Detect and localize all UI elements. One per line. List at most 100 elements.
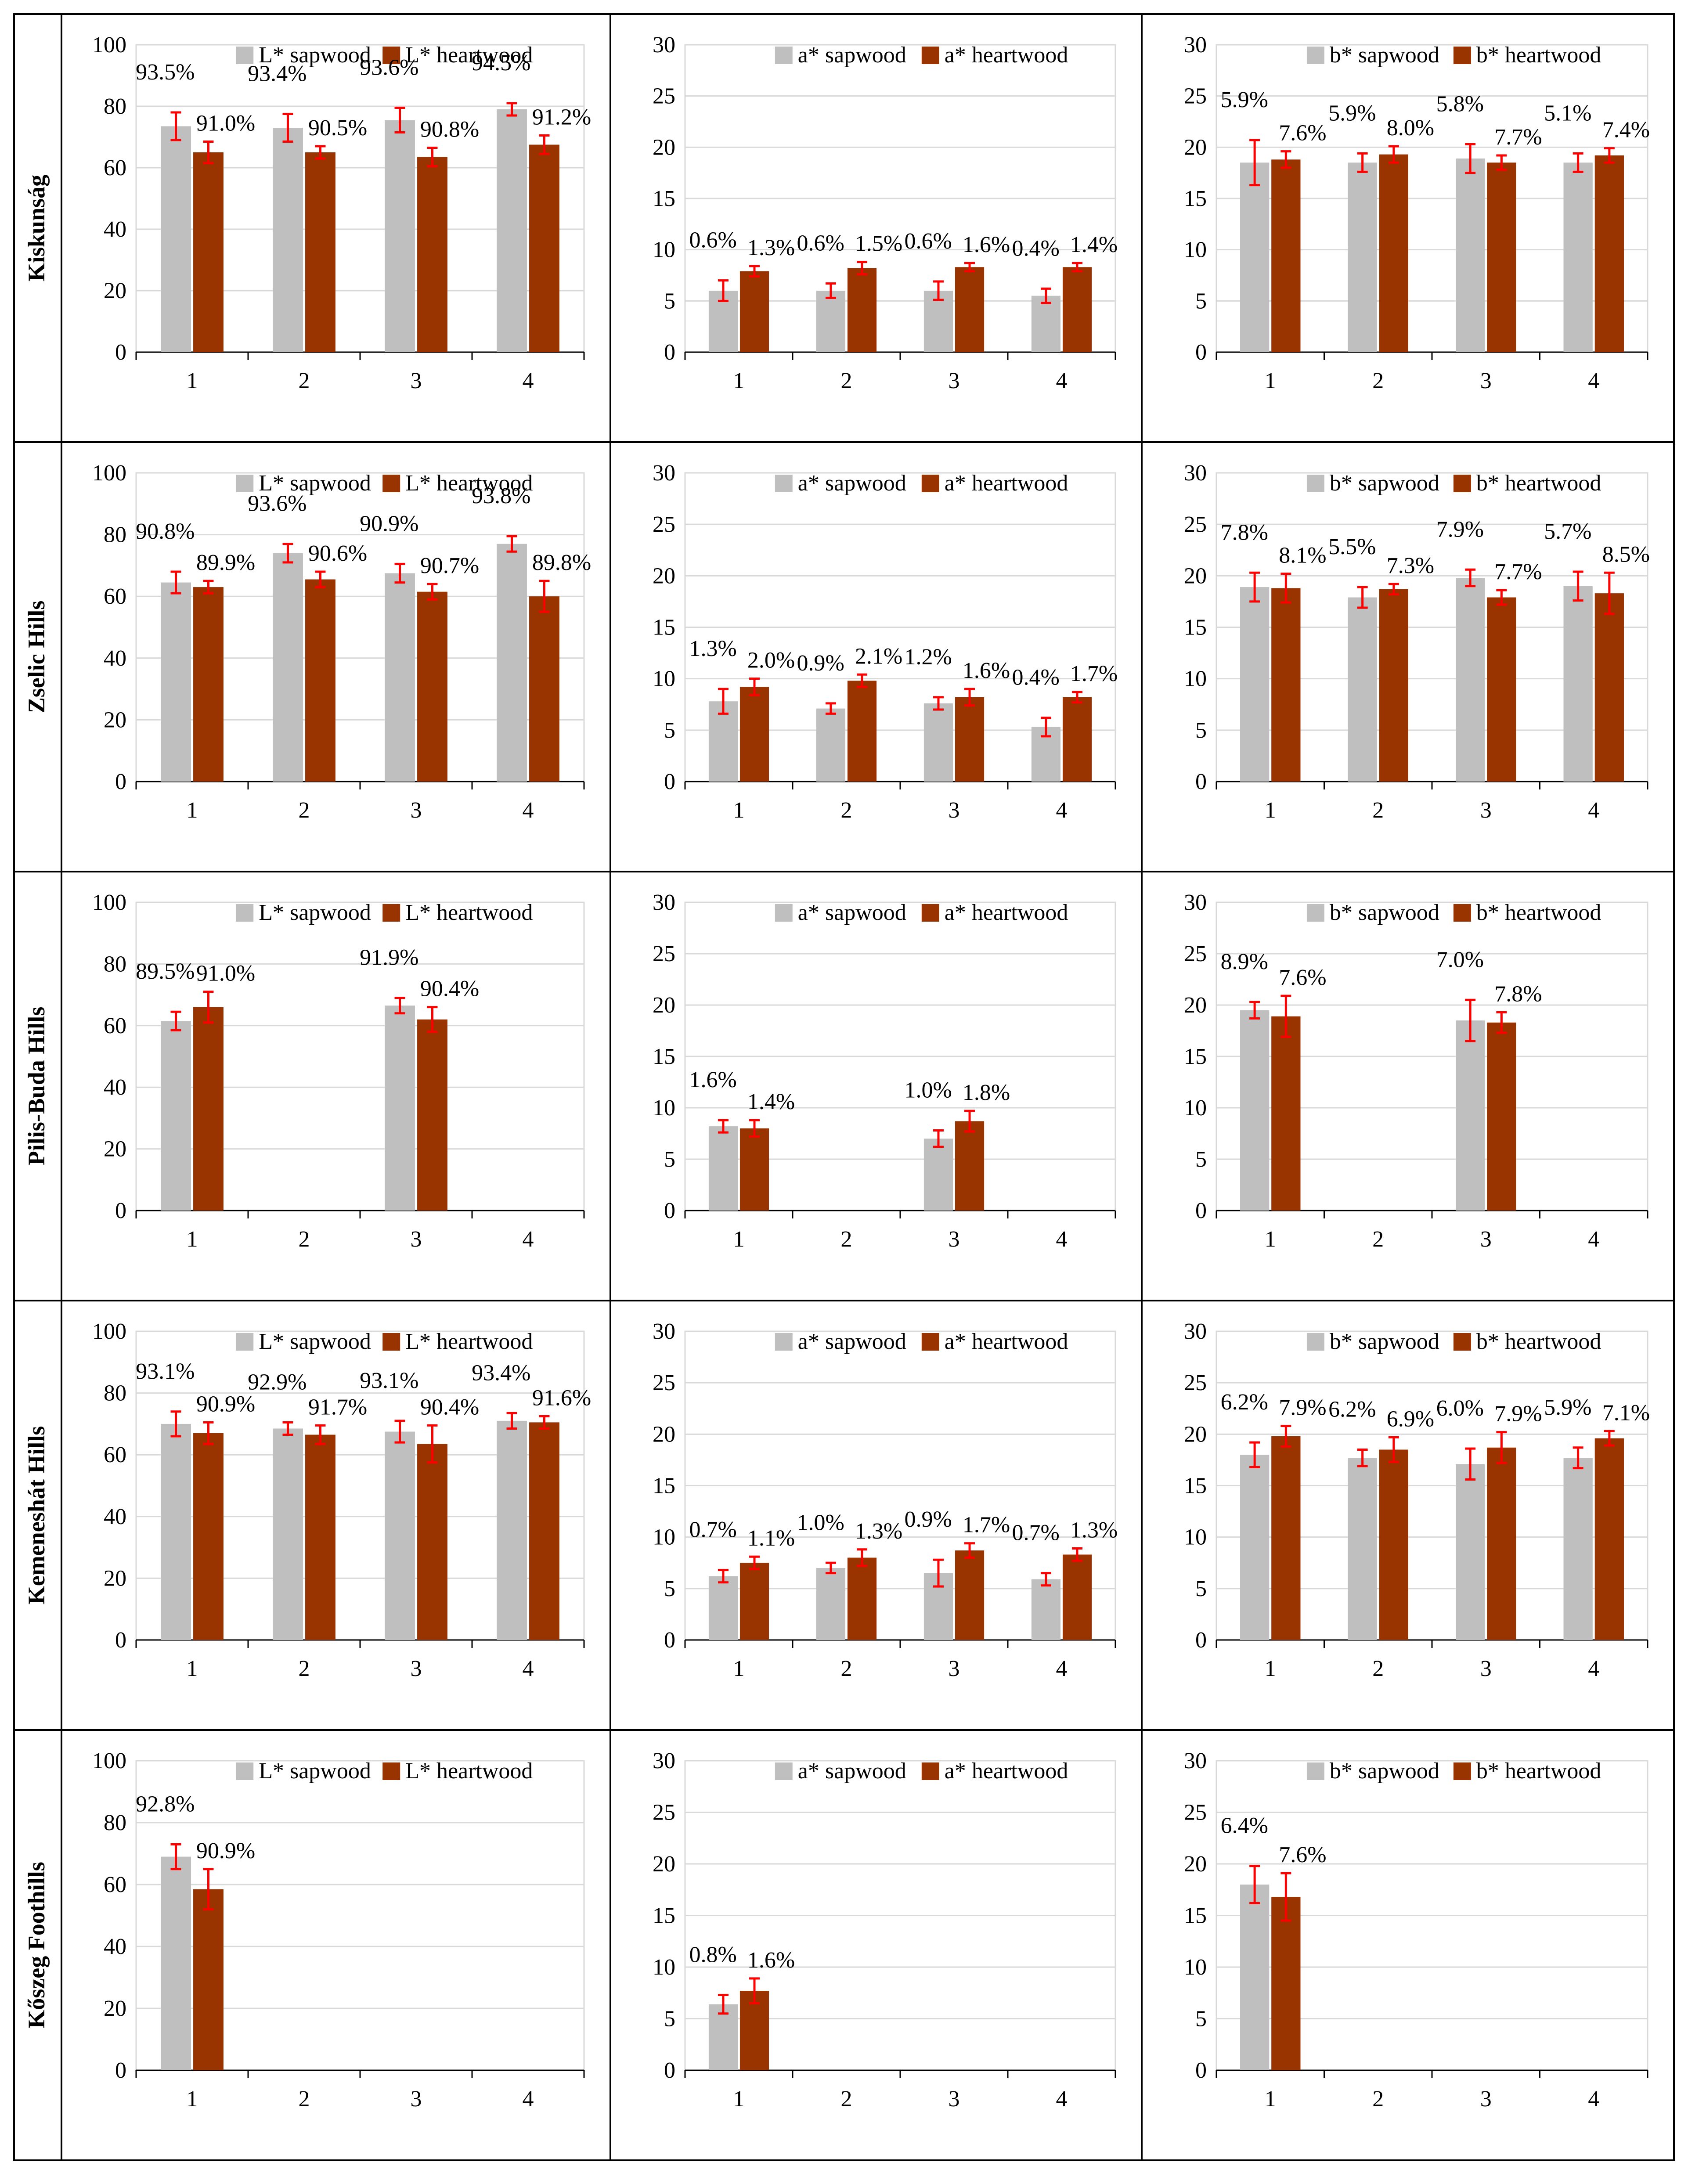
y-tick-label: 20 (104, 707, 126, 732)
data-label-sapwood: 5.9% (1328, 101, 1376, 126)
x-tick-label: 2 (841, 1656, 852, 1681)
x-tick-label: 2 (299, 1227, 310, 1252)
y-tick-label: 10 (653, 1955, 675, 1980)
y-tick-label: 80 (104, 523, 126, 548)
data-label-sapwood: 93.1% (360, 1368, 418, 1393)
bar-sapwood (1240, 162, 1270, 352)
data-label-heartwood: 7.6% (1279, 1842, 1326, 1867)
data-label-heartwood: 1.4% (1070, 232, 1118, 257)
data-label-heartwood: 91.7% (308, 1395, 367, 1420)
x-tick-label: 3 (411, 798, 422, 823)
y-tick-label: 60 (104, 155, 126, 180)
y-tick-label: 10 (1184, 1096, 1207, 1121)
row-label: Zselic Hills (23, 601, 50, 714)
x-tick-label: 1 (1265, 1227, 1276, 1252)
legend-label-sapwood: L* sapwood (259, 1329, 371, 1354)
bar-heartwood (417, 157, 447, 352)
y-tick-label: 60 (104, 1872, 126, 1897)
y-tick-label: 10 (1184, 1955, 1207, 1980)
data-label-sapwood: 1.2% (905, 645, 952, 670)
legend-label-heartwood: b* heartwood (1476, 1329, 1601, 1354)
data-label-heartwood: 90.4% (420, 1395, 479, 1420)
bar-heartwood (739, 271, 769, 352)
legend-swatch-heartwood (921, 1762, 939, 1780)
y-tick-label: 20 (653, 1422, 675, 1447)
data-label-heartwood: 7.1% (1602, 1400, 1650, 1425)
chart-panel: 0 5 10 15 20 25 30 1 2 3 4 b* sapwood b* heartwood 6.… (1184, 1748, 1648, 2112)
chart-panel: 0 20 40 60 80 100 1 2 3 4 L* sapwood L* heartwood 90… (92, 461, 591, 823)
y-tick-label: 25 (653, 1370, 675, 1395)
y-tick-label: 20 (653, 1852, 675, 1877)
y-tick-label: 10 (653, 1096, 675, 1121)
y-tick-label: 0 (1195, 1628, 1207, 1653)
bar-sapwood (1563, 586, 1593, 782)
x-tick-label: 2 (1372, 2087, 1384, 2112)
x-tick-label: 4 (1056, 2087, 1068, 2112)
y-tick-label: 15 (653, 1044, 675, 1069)
bar-sapwood (816, 291, 846, 352)
bar-sapwood (708, 1576, 738, 1640)
data-label-heartwood: 8.0% (1387, 115, 1434, 141)
y-tick-label: 15 (1184, 615, 1207, 640)
data-label-heartwood: 89.8% (532, 550, 591, 575)
legend-swatch-heartwood (1453, 475, 1471, 492)
y-tick-label: 10 (1184, 1525, 1207, 1550)
x-tick-label: 4 (1588, 2087, 1599, 2112)
x-tick-label: 3 (949, 798, 960, 823)
bar-sapwood (161, 582, 191, 782)
legend-swatch-heartwood (1453, 904, 1471, 922)
bar-heartwood (305, 152, 335, 352)
y-tick-label: 5 (664, 2007, 675, 2032)
bar-sapwood (1456, 1464, 1485, 1640)
legend-swatch-sapwood (1306, 904, 1324, 922)
x-tick-label: 4 (1588, 798, 1599, 823)
bar-sapwood (1456, 1020, 1485, 1211)
data-label-sapwood: 6.0% (1436, 1396, 1484, 1421)
bar-sapwood (1240, 1885, 1270, 2070)
bar-sapwood (1348, 162, 1377, 352)
bar-sapwood (497, 109, 527, 352)
data-label-heartwood: 7.8% (1494, 981, 1542, 1006)
data-label-heartwood: 6.9% (1387, 1406, 1434, 1431)
bar-heartwood (193, 1433, 224, 1640)
y-tick-label: 40 (104, 1504, 126, 1529)
bar-sapwood (816, 1568, 846, 1640)
y-tick-label: 40 (104, 1075, 126, 1100)
data-label-sapwood: 7.8% (1221, 520, 1268, 545)
legend-label-heartwood: L* heartwood (405, 471, 533, 496)
bar-sapwood (161, 1021, 191, 1211)
data-label-heartwood: 91.0% (196, 961, 255, 986)
chart-panel: 0 5 10 15 20 25 30 1 2 3 4 a* sapwood a* heartwood 1.… (653, 461, 1118, 823)
legend-label-sapwood: a* sapwood (798, 43, 906, 68)
y-tick-label: 0 (115, 1198, 126, 1223)
data-label-sapwood: 0.4% (1012, 665, 1060, 690)
data-label-heartwood: 1.3% (855, 1519, 902, 1544)
bar-heartwood (1062, 267, 1092, 352)
data-label-heartwood: 1.1% (747, 1526, 795, 1551)
bar-heartwood (417, 1444, 447, 1640)
legend-label-heartwood: a* heartwood (945, 43, 1068, 68)
data-label-sapwood: 0.9% (797, 651, 844, 676)
data-label-heartwood: 90.8% (420, 117, 479, 142)
data-label-sapwood: 5.7% (1544, 519, 1591, 544)
bar-sapwood (385, 1006, 415, 1211)
y-tick-label: 40 (104, 217, 126, 242)
x-tick-label: 3 (1480, 798, 1492, 823)
x-tick-label: 2 (841, 368, 852, 393)
legend-label-heartwood: b* heartwood (1476, 1759, 1601, 1784)
legend-label-sapwood: b* sapwood (1330, 43, 1439, 68)
data-label-heartwood: 1.3% (1070, 1517, 1118, 1542)
x-tick-label: 3 (411, 1227, 422, 1252)
y-tick-label: 30 (1184, 1319, 1207, 1344)
y-tick-label: 100 (92, 1748, 126, 1773)
y-tick-label: 100 (92, 461, 126, 486)
data-label-sapwood: 93.4% (248, 61, 307, 86)
y-tick-label: 25 (653, 512, 675, 537)
y-tick-label: 100 (92, 32, 126, 58)
legend-swatch-heartwood (382, 47, 400, 64)
chart-panel: 0 5 10 15 20 25 30 1 2 3 4 b* sapwood b* heartwood 7.… (1184, 461, 1650, 823)
legend-label-heartwood: a* heartwood (945, 1759, 1068, 1784)
y-tick-label: 20 (653, 993, 675, 1018)
bar-heartwood (1379, 1449, 1408, 1640)
